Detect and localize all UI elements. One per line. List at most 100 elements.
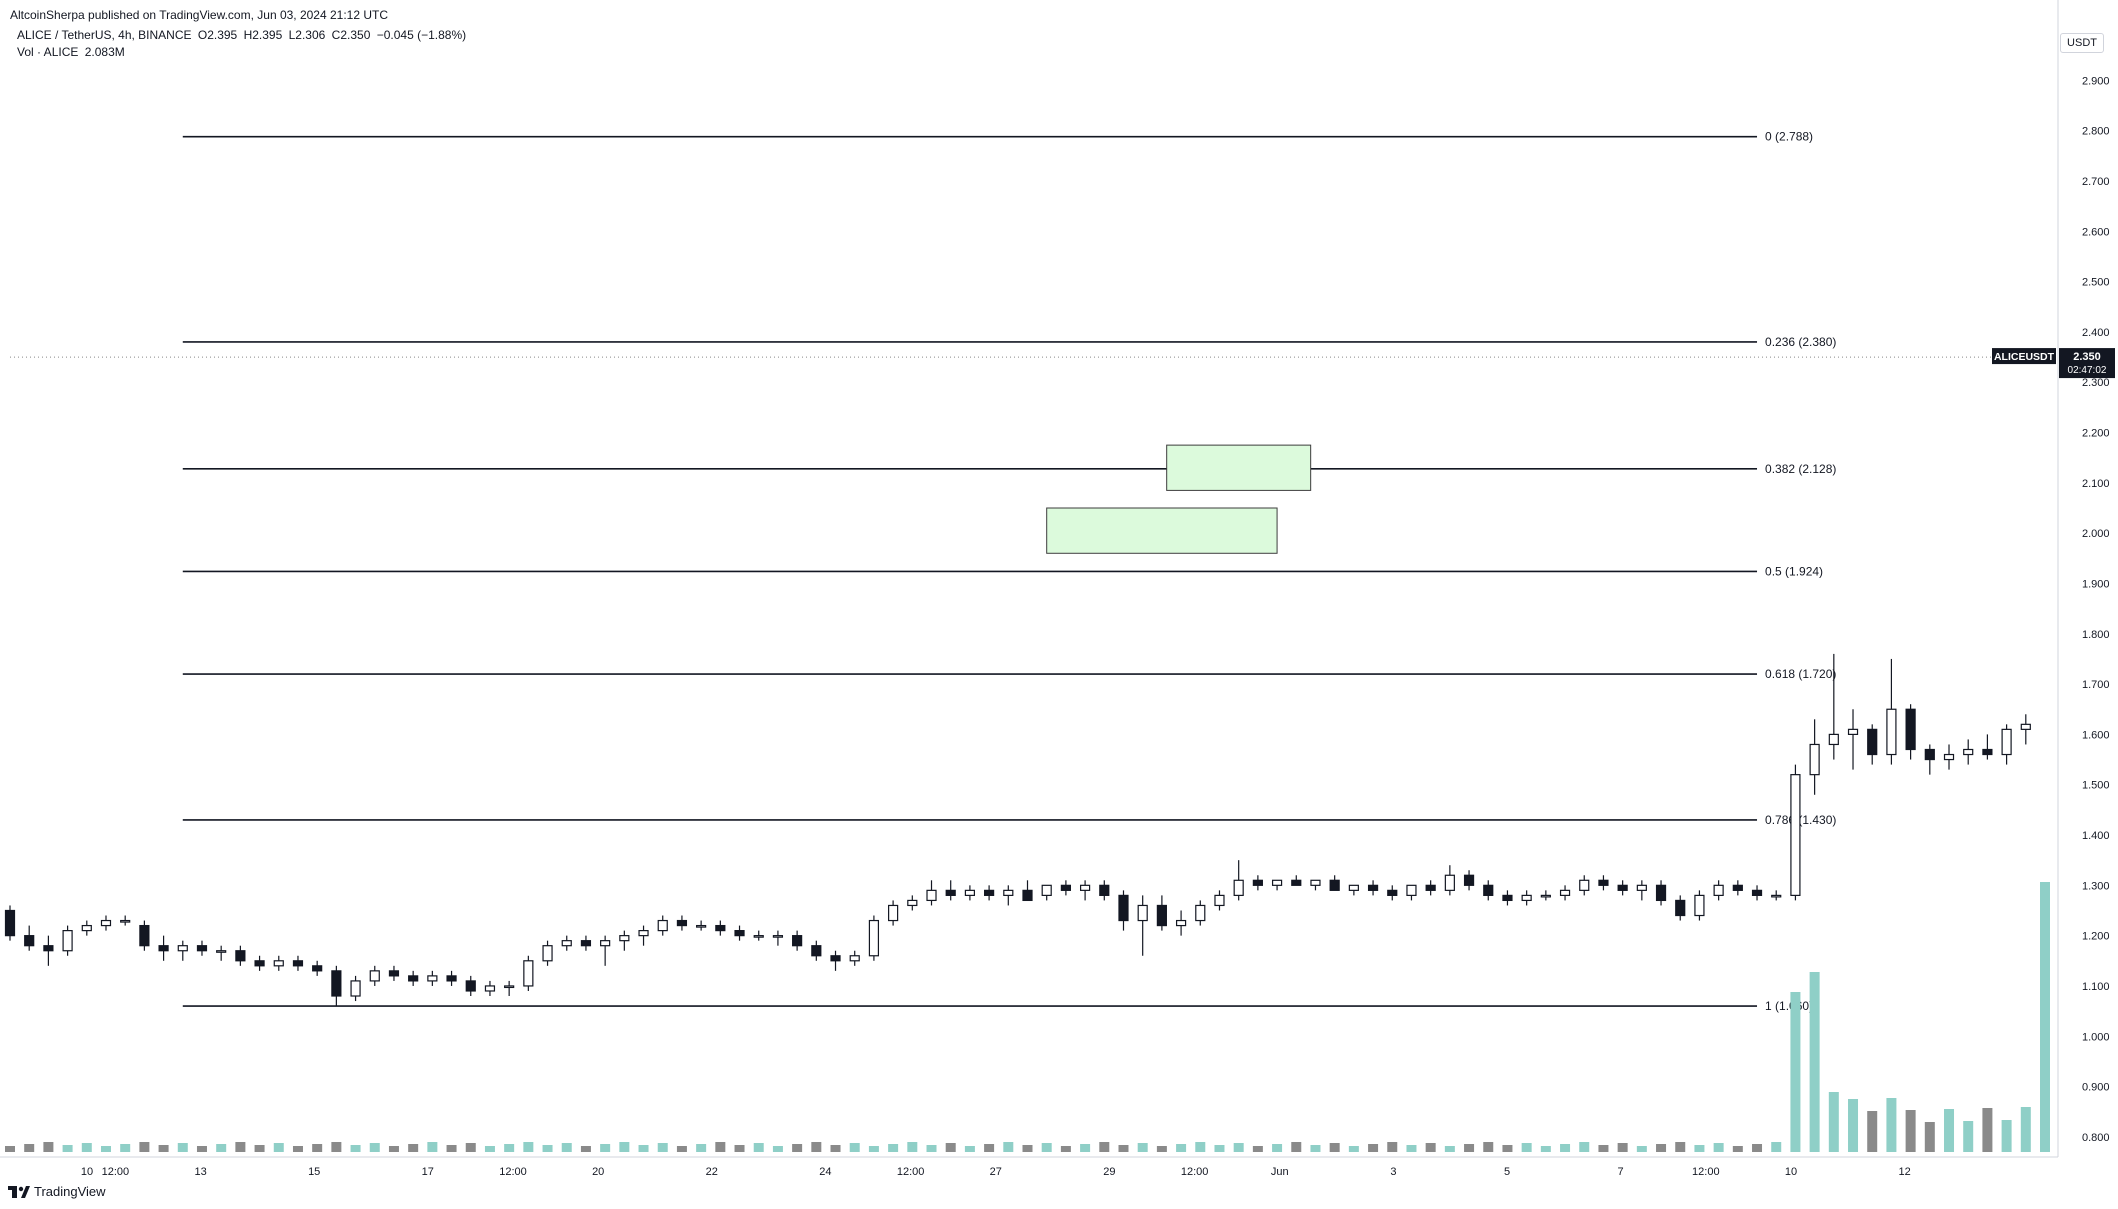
candle-body bbox=[619, 935, 630, 942]
volume-bar bbox=[1828, 1092, 1839, 1152]
price-tick-label: 2.700 bbox=[2082, 176, 2110, 188]
price-tick-label: 1.200 bbox=[2082, 931, 2110, 943]
volume-bar bbox=[868, 1146, 879, 1152]
volume-bar bbox=[504, 1144, 515, 1152]
candle-body bbox=[676, 919, 688, 927]
volume-bar bbox=[1137, 1143, 1148, 1152]
volume-bar bbox=[1425, 1143, 1436, 1152]
candle-body bbox=[1943, 753, 1955, 761]
volume-bar bbox=[1214, 1145, 1225, 1152]
candle-body bbox=[1982, 748, 1993, 756]
candle-body bbox=[408, 975, 419, 982]
time-tick-label: 29 bbox=[1103, 1166, 1115, 1178]
price-tick-label: 2.000 bbox=[2082, 528, 2110, 540]
volume-bar bbox=[1809, 972, 1820, 1152]
volume-bar bbox=[312, 1144, 323, 1152]
candle-body bbox=[1713, 884, 1724, 896]
candle-body bbox=[504, 985, 515, 989]
volume-bar bbox=[273, 1143, 284, 1152]
volume-bar bbox=[1924, 1122, 1935, 1152]
volume-bar bbox=[1348, 1146, 1359, 1152]
candle-body bbox=[369, 970, 380, 982]
demand-zones[interactable] bbox=[1046, 444, 1312, 554]
candle-body bbox=[465, 980, 476, 992]
volume-bar bbox=[676, 1146, 687, 1152]
volume-bar bbox=[715, 1142, 726, 1152]
volume-bar bbox=[1483, 1142, 1494, 1152]
candle-body bbox=[984, 889, 995, 896]
volume-bar bbox=[350, 1145, 361, 1152]
volume-bar bbox=[1732, 1146, 1743, 1152]
volume-bar bbox=[1022, 1145, 1033, 1152]
tradingview-logo-icon bbox=[8, 1185, 30, 1198]
time-tick-label: 3 bbox=[1390, 1166, 1396, 1178]
volume-bar bbox=[1444, 1146, 1455, 1152]
price-tick-label: 1.400 bbox=[2082, 830, 2110, 842]
time-tick-label: 12:00 bbox=[1692, 1166, 1720, 1178]
candle-body bbox=[1521, 894, 1532, 902]
candle-body bbox=[2020, 723, 2031, 730]
tradingview-brand[interactable]: TradingView bbox=[8, 1184, 106, 1199]
price-axis[interactable]: 2.900 2.800 2.700 2.600 2.500 2.400 2.300 2.200… bbox=[2082, 75, 2110, 1144]
volume-bar bbox=[753, 1143, 764, 1152]
volume-bar bbox=[638, 1145, 649, 1152]
volume-bar bbox=[235, 1142, 246, 1152]
candle-body bbox=[811, 945, 822, 957]
time-tick-label: 20 bbox=[592, 1166, 604, 1178]
candle-body bbox=[1214, 894, 1225, 907]
fib-level-label: 0.618 (1.720) bbox=[1765, 667, 1836, 681]
volume-bar bbox=[1963, 1121, 1974, 1152]
volume-bar bbox=[1540, 1146, 1551, 1152]
time-axis[interactable]: 10 12:00 13 15 17 12:00 20 22 24 12:00 27 29 12:00 Ju… bbox=[81, 1166, 1911, 1178]
price-tick-label: 2.800 bbox=[2082, 126, 2110, 138]
currency-button[interactable]: USDT bbox=[2060, 33, 2104, 53]
volume-bar bbox=[24, 1144, 35, 1152]
volume-bar bbox=[369, 1143, 380, 1152]
candle-body bbox=[696, 924, 707, 928]
volume-bar bbox=[1233, 1143, 1244, 1152]
demand-zone-box bbox=[1166, 444, 1312, 491]
price-chart[interactable]: 0 (2.788) 0.236 (2.380) 0.382 (2.128) 0.5 (… bbox=[0, 0, 2118, 1180]
volume-bar bbox=[1003, 1142, 1014, 1152]
candle-body bbox=[1329, 879, 1340, 891]
candle-body bbox=[1828, 733, 1839, 746]
volume-bar bbox=[792, 1144, 803, 1152]
volume-bar bbox=[984, 1144, 995, 1152]
volume-bar bbox=[523, 1142, 534, 1152]
candle-body bbox=[62, 930, 73, 952]
time-tick-label: 27 bbox=[990, 1166, 1002, 1178]
volume-bar bbox=[388, 1146, 399, 1152]
candle-body bbox=[1387, 889, 1398, 896]
volume-bar bbox=[657, 1143, 668, 1152]
candle-body bbox=[772, 935, 784, 938]
volume-label[interactable]: Vol · ALICE bbox=[17, 45, 79, 59]
volume-bar bbox=[120, 1144, 131, 1152]
volume-bar bbox=[696, 1144, 707, 1152]
volume-bar bbox=[62, 1145, 73, 1152]
fib-retracement[interactable]: 0 (2.788) 0.236 (2.380) 0.382 (2.128) 0.5 (… bbox=[182, 130, 1837, 1013]
price-tick-label: 2.200 bbox=[2082, 428, 2110, 440]
time-tick-label: 12:00 bbox=[102, 1166, 130, 1178]
price-tick-label: 1.500 bbox=[2082, 780, 2110, 792]
candle-body bbox=[1444, 874, 1455, 891]
candle-body bbox=[81, 924, 92, 932]
candle-body bbox=[792, 935, 803, 947]
candle-body bbox=[657, 919, 668, 932]
volume-bar bbox=[1041, 1143, 1052, 1152]
candle-body bbox=[1099, 884, 1110, 896]
candle-body bbox=[273, 960, 284, 967]
candle-body bbox=[945, 889, 956, 896]
volume-bar bbox=[811, 1142, 822, 1152]
candle-body bbox=[907, 899, 918, 907]
time-tick-label: 5 bbox=[1504, 1166, 1510, 1178]
volume-bar bbox=[1406, 1145, 1417, 1152]
candle-body bbox=[1771, 894, 1782, 898]
candle-body bbox=[100, 919, 112, 927]
symbol-name[interactable]: ALICE / TetherUS, 4h, BINANCE bbox=[17, 28, 192, 42]
candle-body bbox=[580, 940, 592, 947]
volume-bar bbox=[1252, 1146, 1263, 1152]
volume-bars bbox=[5, 882, 2050, 1152]
candle-body bbox=[868, 919, 880, 957]
volume-bar bbox=[158, 1145, 169, 1152]
volume-bar bbox=[1636, 1146, 1647, 1152]
